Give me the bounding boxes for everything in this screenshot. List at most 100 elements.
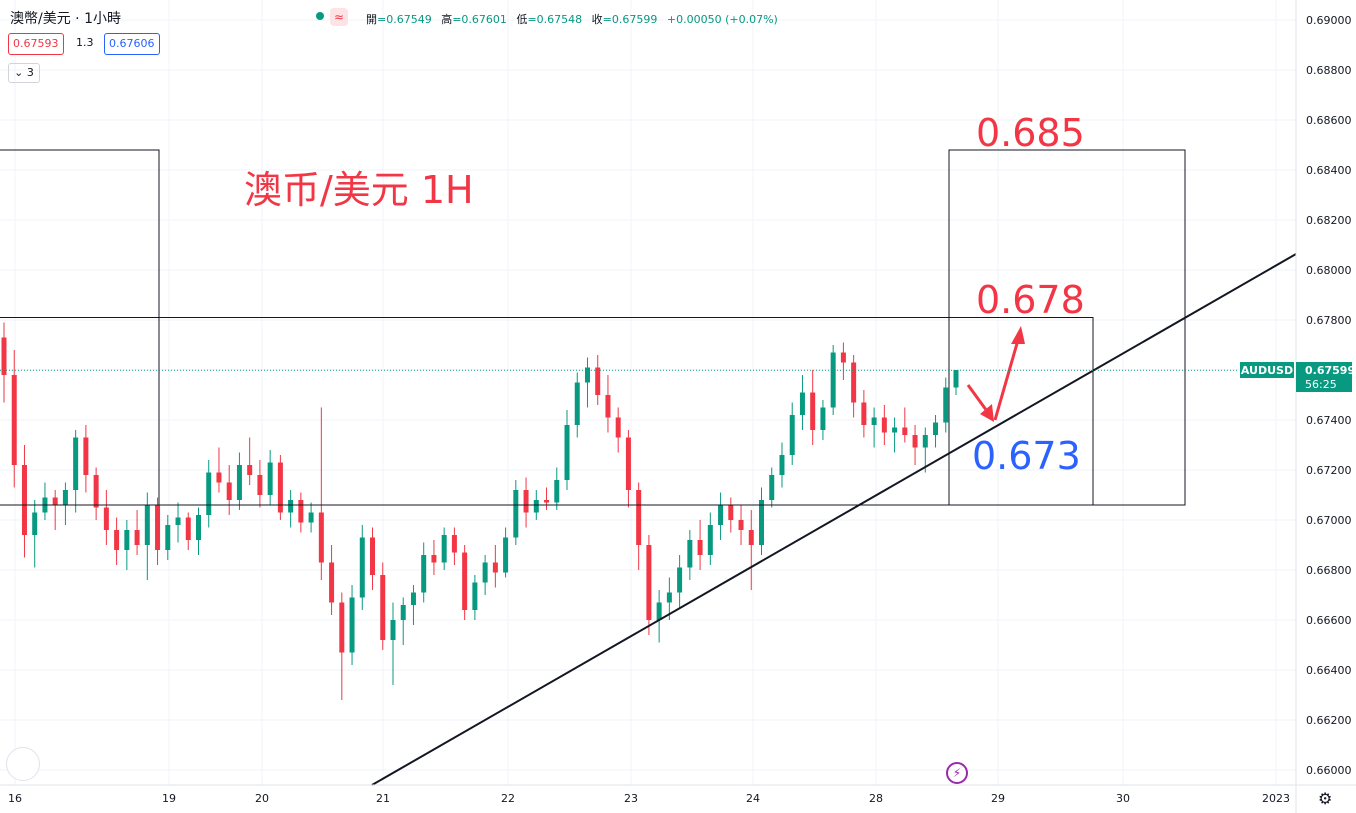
candle-body bbox=[359, 537, 365, 598]
y-tick-label: 0.68000 bbox=[1306, 264, 1352, 277]
candle bbox=[247, 437, 253, 485]
candle bbox=[462, 545, 468, 620]
candle-body bbox=[482, 562, 488, 583]
y-tick-label: 0.67400 bbox=[1306, 414, 1352, 427]
candle-body bbox=[902, 427, 908, 435]
candle bbox=[288, 490, 294, 528]
candle-body bbox=[656, 602, 662, 620]
candle bbox=[42, 482, 48, 520]
candle-body bbox=[513, 490, 519, 538]
candle-body bbox=[288, 500, 294, 513]
candle bbox=[144, 492, 150, 580]
candle bbox=[472, 575, 478, 620]
wave-indicator-icon[interactable]: ≈ bbox=[330, 8, 348, 26]
price-tag-countdown: 56:25 bbox=[1305, 378, 1337, 391]
y-tick-label: 0.66000 bbox=[1306, 764, 1352, 777]
candle-body bbox=[922, 435, 928, 448]
candle-body bbox=[799, 392, 805, 415]
candle bbox=[1, 322, 7, 403]
indicators-toggle[interactable]: ⌄ 3 bbox=[8, 63, 40, 83]
x-tick-label: 21 bbox=[376, 792, 390, 805]
candle bbox=[738, 505, 744, 545]
candle bbox=[759, 487, 765, 555]
candle bbox=[656, 590, 662, 643]
y-tick-label: 0.68200 bbox=[1306, 214, 1352, 227]
close-label: 收 bbox=[591, 13, 603, 26]
level-label-mid: 0.678 bbox=[976, 278, 1085, 322]
down-arrow-to-support bbox=[966, 384, 994, 422]
candle bbox=[370, 527, 376, 590]
candle bbox=[73, 430, 79, 513]
y-tick-label: 0.67200 bbox=[1306, 464, 1352, 477]
change-value: +0.00050 (+0.07%) bbox=[666, 13, 778, 26]
candle bbox=[666, 577, 672, 620]
flash-icon[interactable]: ⚡ bbox=[946, 762, 968, 784]
candle bbox=[114, 517, 120, 565]
candle bbox=[503, 527, 509, 578]
candle bbox=[195, 507, 201, 555]
candle-body bbox=[206, 472, 212, 515]
candle-body bbox=[32, 512, 38, 535]
candle bbox=[953, 370, 959, 395]
candle-body bbox=[236, 465, 242, 500]
candle-body bbox=[892, 427, 898, 433]
candle bbox=[226, 465, 232, 515]
candle-body bbox=[544, 500, 550, 503]
y-tick-label: 0.68600 bbox=[1306, 114, 1352, 127]
candle-body bbox=[267, 462, 273, 495]
candle-body bbox=[953, 370, 959, 388]
candle-body bbox=[11, 375, 17, 465]
x-tick-label: 19 bbox=[162, 792, 176, 805]
close-value: =0.67599 bbox=[602, 13, 658, 26]
visibility-dot-icon[interactable] bbox=[316, 12, 324, 20]
y-tick-label: 0.69000 bbox=[1306, 14, 1352, 27]
candle bbox=[615, 407, 621, 453]
scroll-button[interactable] bbox=[6, 747, 40, 781]
time-axis: 16 19 20 21 22 23 24 28 29 30 2023 bbox=[0, 784, 1356, 805]
candle-body bbox=[697, 540, 703, 555]
candle bbox=[32, 500, 38, 568]
symbol-title[interactable]: 澳幣/美元 · 1小時 bbox=[10, 8, 121, 28]
x-tick-label: 29 bbox=[991, 792, 1005, 805]
sell-button[interactable]: 0.67593 bbox=[8, 33, 64, 55]
x-tick-label: 20 bbox=[255, 792, 269, 805]
candle-body bbox=[216, 472, 222, 483]
candle bbox=[922, 427, 928, 473]
candle bbox=[830, 345, 836, 415]
candle-body bbox=[810, 392, 816, 430]
candle-body bbox=[349, 597, 355, 653]
candle-body bbox=[748, 530, 754, 545]
candle bbox=[318, 407, 324, 580]
candle bbox=[52, 490, 58, 530]
candle bbox=[840, 342, 846, 380]
candle bbox=[267, 450, 273, 505]
candle-body bbox=[595, 367, 601, 395]
candle bbox=[636, 482, 642, 570]
y-tick-label: 0.67800 bbox=[1306, 314, 1352, 327]
candle-body bbox=[677, 567, 683, 593]
gear-icon[interactable]: ⚙ bbox=[1318, 789, 1333, 808]
candle-body bbox=[503, 537, 509, 573]
candle-body bbox=[155, 505, 161, 550]
candle bbox=[277, 455, 283, 520]
candle bbox=[523, 477, 529, 528]
candle-body bbox=[165, 525, 171, 550]
candle bbox=[799, 375, 805, 430]
candle-body bbox=[871, 417, 877, 425]
candle bbox=[155, 497, 161, 565]
buy-button[interactable]: 0.67606 bbox=[104, 33, 160, 55]
target-box-right bbox=[948, 149, 1186, 506]
candle bbox=[236, 452, 242, 510]
symbol-tag: AUDUSD bbox=[1241, 364, 1293, 377]
candle bbox=[881, 405, 887, 445]
candle bbox=[646, 535, 652, 635]
candle-body bbox=[789, 415, 795, 455]
y-tick-label: 0.66200 bbox=[1306, 714, 1352, 727]
candle bbox=[421, 542, 427, 603]
candle bbox=[21, 445, 27, 558]
candle-body bbox=[83, 437, 89, 475]
low-value: =0.67548 bbox=[527, 13, 583, 26]
candle-body bbox=[769, 475, 775, 500]
candle bbox=[851, 355, 857, 418]
